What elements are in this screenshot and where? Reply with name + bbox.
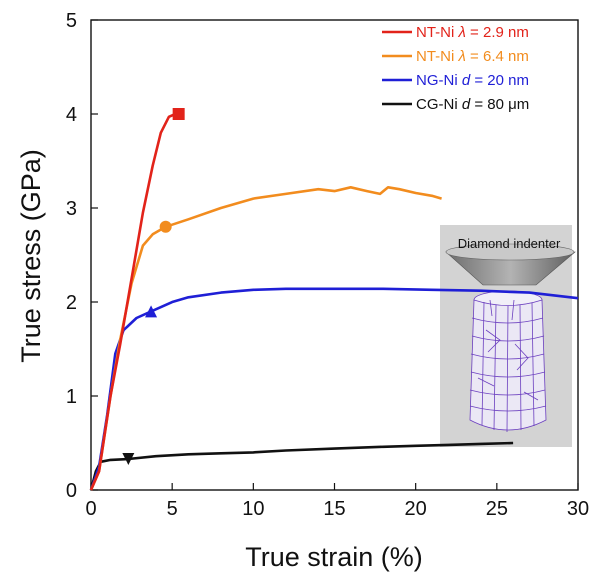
indenter-top-ellipse [445,243,575,261]
series-marker [172,108,185,120]
y-tick-label: 0 [66,480,77,502]
legend-label-part: λ [458,48,466,65]
x-tick-label: 10 [242,498,264,520]
series-line [89,441,514,491]
x-tick-label: 15 [323,498,345,520]
legend-label: NT-Ni λ = 2.9 nm [416,24,529,41]
y-axis-ticks: 0 1 2 3 4 5 [66,10,98,502]
legend-label-part: NT-Ni [416,48,459,65]
legend-label-part: NT-Ni [416,24,459,41]
y-tick-label: 1 [66,386,77,408]
legend-label-part: = 2.9 nm [466,24,529,41]
legend-label-part: = 80 μm [470,96,529,113]
series-line [89,287,579,491]
legend-label: CG-Ni d = 80 μm [416,96,529,113]
series-marker [122,452,135,465]
y-axis-title: True stress (GPa) [16,149,46,363]
x-tick-label: 5 [167,498,178,520]
legend-label-part: λ [458,24,466,41]
micropillar-grains [469,290,547,433]
x-tick-label: 0 [85,498,96,520]
series-marker [145,305,158,318]
series-line [89,112,182,491]
x-tick-label: 20 [405,498,427,520]
legend-label: NG-Ni d = 20 nm [416,72,529,89]
y-tick-label: 5 [66,10,77,32]
x-axis-ticks: 0 5 10 15 20 25 30 [85,483,589,520]
series-line [89,186,442,491]
x-axis-title: True strain (%) [245,542,423,572]
legend-label-part: d [462,96,471,113]
y-tick-label: 3 [66,198,77,220]
series-layer [89,108,579,491]
inset-illustration: Diamond indenter [440,225,576,447]
x-tick-label: 30 [567,498,589,520]
x-tick-label: 25 [486,498,508,520]
legend-label-part: CG-Ni [416,96,462,113]
inset-title: Diamond indenter [458,236,561,251]
legend-label-part: = 6.4 nm [466,48,529,65]
y-tick-label: 2 [66,292,77,314]
legend-label-part: = 20 nm [470,72,529,89]
legend-label-part: NG-Ni [416,72,462,89]
legend-label: NT-Ni λ = 6.4 nm [416,48,529,65]
y-tick-label: 4 [66,104,77,126]
legend-label-part: d [462,72,471,89]
series-marker [159,220,172,233]
